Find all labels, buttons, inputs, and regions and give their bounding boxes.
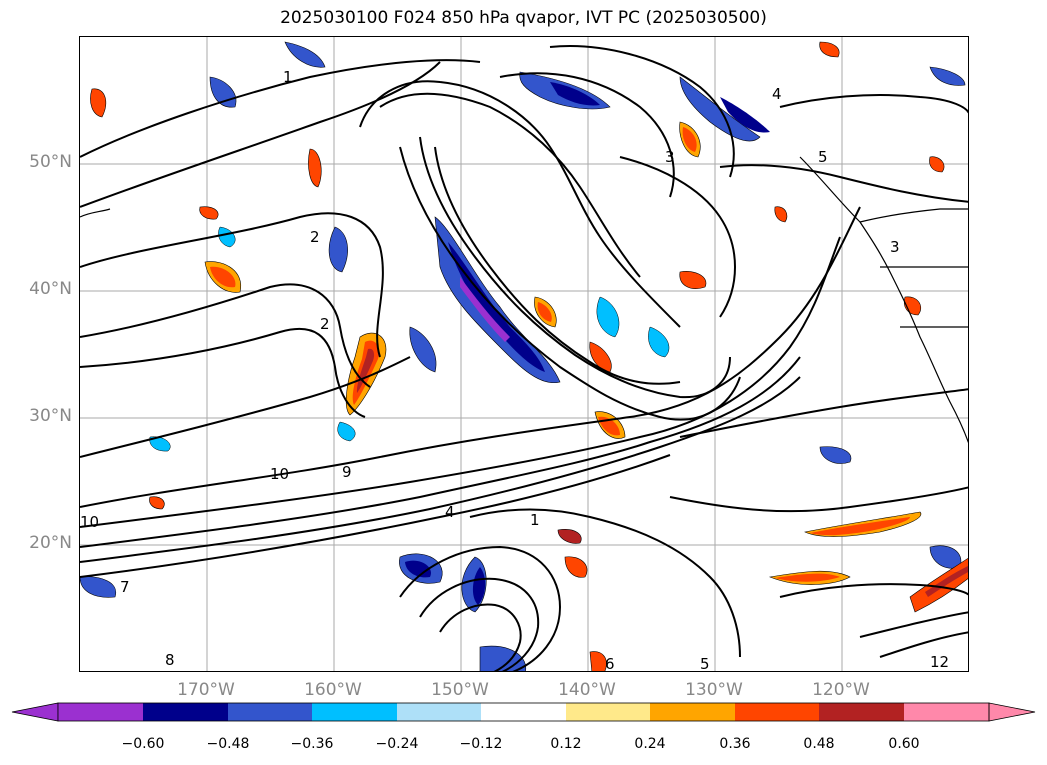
lon-label-120w: 120°W: [812, 680, 870, 700]
colorbar-tick: 0.48: [803, 736, 835, 752]
colorbar-bin: [481, 703, 566, 721]
positive-anomaly-fill: [90, 41, 968, 671]
contour-label-group: 1 2 3 4 5 10 9 8 7 6 2 1 3 4 5 10 12: [80, 68, 949, 672]
contour-label: 1: [283, 68, 293, 86]
contour-label: 3: [890, 238, 900, 256]
contour-label: 5: [818, 148, 828, 166]
contour-label: 10: [80, 513, 99, 531]
lon-label-160w: 160°W: [304, 680, 362, 700]
colorbar-tick: 0.24: [634, 736, 666, 752]
colorbar-tick: 0.36: [719, 736, 751, 752]
colorbar: [11, 702, 1036, 722]
colorbar-bin: [735, 703, 819, 721]
colorbar-tick: 0.60: [888, 736, 920, 752]
colorbar-bin: [143, 703, 228, 721]
colorbar-extend-min: [11, 702, 59, 722]
lon-label-140w: 140°W: [558, 680, 616, 700]
colorbar-bin: [397, 703, 481, 721]
colorbar-tick: −0.12: [459, 736, 503, 752]
map-title: 2025030100 F024 850 hPa qvapor, IVT PC (…: [280, 8, 767, 28]
colorbar-bin: [566, 703, 650, 721]
colorbar-extend-max: [988, 702, 1036, 722]
colorbar-bin: [819, 703, 904, 721]
lon-label-150w: 150°W: [431, 680, 489, 700]
negative-anomaly-fill: [80, 41, 966, 671]
colorbar-bin: [904, 703, 989, 721]
contour-label: 4: [772, 85, 782, 103]
lat-label-40n: 40°N: [29, 279, 72, 299]
colorbar-bin: [650, 703, 735, 721]
contour-label: 10: [270, 465, 289, 483]
colorbar-tick: −0.24: [375, 736, 419, 752]
contour-label: 8: [165, 651, 175, 669]
colorbar-bin: [312, 703, 397, 721]
coastline: [80, 156, 968, 444]
contour-label: 1: [530, 511, 540, 529]
lat-label-30n: 30°N: [29, 406, 72, 426]
contour-label: 5: [700, 655, 710, 672]
map-panel: 1 2 3 4 5 10 9 8 7 6 2 1 3 4 5 10 12: [79, 36, 969, 672]
colorbar-tick: −0.60: [121, 736, 165, 752]
ivt-contours: [80, 45, 968, 671]
lon-label-130w: 130°W: [685, 680, 743, 700]
colorbar-bin: [228, 703, 312, 721]
lat-label-20n: 20°N: [29, 533, 72, 553]
contour-label: 4: [445, 503, 455, 521]
colorbar-bin: [58, 703, 143, 721]
contour-label: 12: [930, 653, 949, 671]
colorbar-tick: 0.12: [550, 736, 582, 752]
contour-label: 9: [342, 463, 352, 481]
contour-label: 2: [320, 315, 330, 333]
colorbar-tick: −0.36: [290, 736, 334, 752]
contour-label: 3: [665, 148, 675, 166]
map-canvas: 1 2 3 4 5 10 9 8 7 6 2 1 3 4 5 10 12: [80, 37, 968, 672]
lat-label-50n: 50°N: [29, 152, 72, 172]
contour-label: 2: [310, 228, 320, 246]
contour-label: 7: [120, 578, 130, 596]
contour-label: 6: [605, 655, 615, 672]
colorbar-tick: −0.48: [206, 736, 250, 752]
lon-label-170w: 170°W: [177, 680, 235, 700]
